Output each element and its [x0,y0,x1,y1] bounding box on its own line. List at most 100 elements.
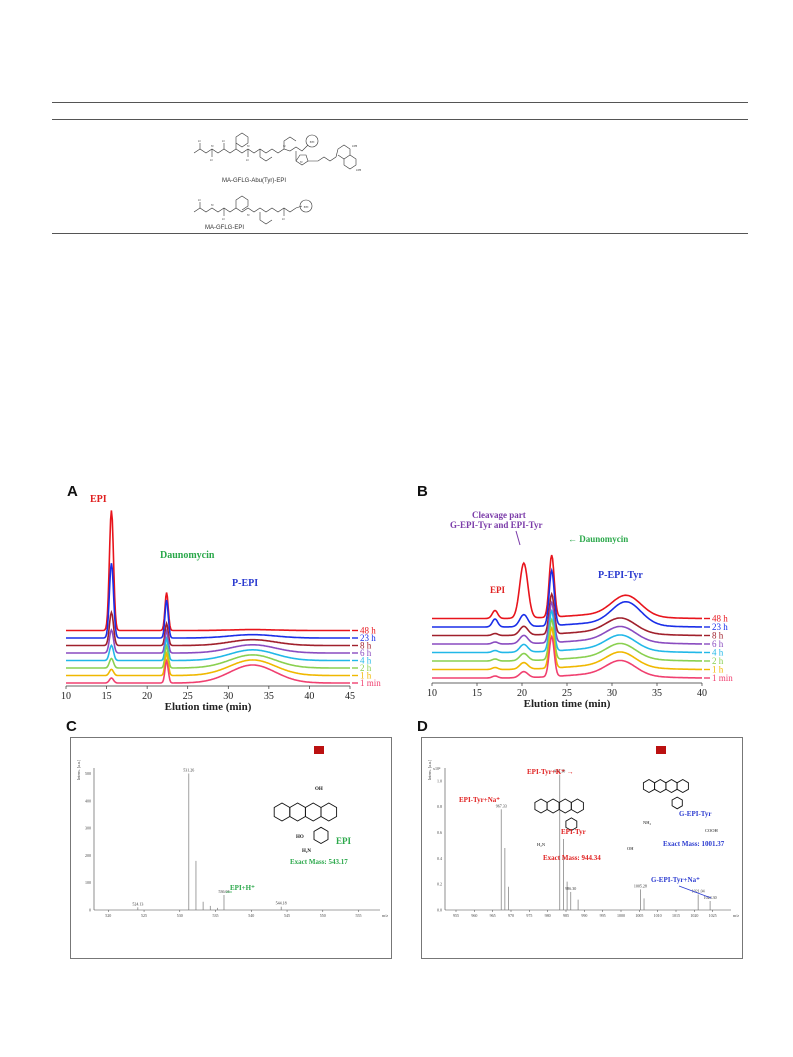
table-bottom-rule [52,233,748,234]
y-tick-label: 300 [85,826,91,831]
x-tick-label: 525 [141,913,147,918]
peak-label: 544.18 [276,901,287,906]
legend-label-6-h: 6 h [360,648,372,658]
svg-text:O: O [246,158,249,162]
struct-oh-left: OH [627,846,634,851]
struct-oh: OH [315,787,323,792]
x-tick-label: 540 [248,913,254,918]
g-epi-tyr-structure-ring-1 [642,778,656,794]
peak-label: 986.30 [565,886,576,891]
x-tick-label: 30 [607,688,617,699]
x-tick-label: 20 [142,691,152,702]
structure-name-epi: EPI [336,836,352,846]
ion-label-epi-tyr-k: EPI-Tyr+K⁺ → [527,768,574,776]
g-epi-tyr-structure-ring-2 [654,778,667,794]
x-tick-label: 520 [105,913,111,918]
epi-tyr-structure-ring-2 [546,798,560,814]
epi-structure-ring-4 [320,802,338,822]
ion-arrow-g-epi-tyr [678,885,712,899]
y-tick-label: 500 [85,771,91,776]
ion-label-g-epi-tyr-na: G-EPI-Tyr+Na⁺ [651,876,700,884]
x-tick-label: 1015 [672,913,680,918]
x-tick-label: 975 [526,913,532,918]
annotation-p-epi-tyr: P-EPI-Tyr [598,570,643,581]
exact-mass-g-epi-tyr: Exact Mass: 1001.37 [663,840,725,848]
x-tick-label: 970 [508,913,514,918]
x-tick-label: 955 [453,913,459,918]
mass-spectrum-c: Intens. [a.u.] 500 400 300 200 100 0 520 525 530 5… [76,760,388,918]
struct-h2n: H₂N [302,849,311,854]
svg-text:N: N [211,144,214,148]
trace-6-h [432,600,702,645]
x-tick-label: 980 [545,913,551,918]
x-tick-label: 45 [345,691,355,702]
y-tick-label: 0.6 [437,830,442,835]
compound-1-caption: MA-GFLG-Abu(Tyr)-EPI [222,178,287,184]
arrow-cleavage [515,530,521,546]
panel-label-a: A [67,483,78,500]
svg-text:N: N [300,160,303,164]
x-tick-label: 15 [472,688,482,699]
epi-structure-sugar-ring [313,826,329,845]
x-tick-label: 35 [264,691,274,702]
legend-label-8-h: 8 h [712,631,724,641]
legend-label-1-h: 1 h [360,671,372,681]
y-tick-label: 0.0 [437,908,442,913]
y-tick-label: 0 [89,908,91,913]
trace-1-min [432,634,702,679]
ion-label-epi-h: EPI+H⁺ [230,884,255,892]
peak-label: 1005.28 [634,883,647,888]
exact-mass-epi: Exact Mass: 543.17 [290,858,348,866]
epi-tyr-structure-ring-1 [534,798,548,814]
x-tick-label: 530 [177,913,183,918]
x-tick-label: 960 [471,913,477,918]
trace-2-h [66,643,350,669]
university-logo-d [656,746,666,754]
x-axis-unit: m/z [382,913,388,918]
annotation-daunomycin: Daunomycin [160,550,215,561]
legend-label-23-h: 23 h [360,633,376,643]
trace-23-h [432,567,702,628]
legend-label-8-h: 8 h [360,641,372,651]
x-axis-title: Elution time (min) [524,698,611,710]
epi-circle-label-2: EPI [304,205,309,209]
trace-4-h [66,635,350,662]
g-epi-tyr-structure-ring-3 [665,778,678,794]
y-tick-label: 100 [85,880,91,885]
x-tick-label: 20 [517,688,527,699]
table-top-rule [52,102,748,103]
ion-label-epi-tyr-na: EPI-Tyr+Na⁺ [459,796,500,804]
legend-label-1-min: 1 min [712,673,733,683]
trace-1-h [66,650,350,677]
trace-4-h [432,608,702,654]
x-tick-label: 1000 [617,913,625,918]
epi-structure-ring-2 [289,802,306,822]
svg-text:OH: OH [352,144,358,148]
x-tick-label: 15 [102,691,112,702]
trace-6-h [66,628,350,654]
legend-label-1-min: 1 min [360,678,381,688]
trace-2-h [432,617,702,662]
epi-tyr-structure-sugar-ring [565,817,578,832]
panel-label-d: D [417,718,428,735]
legend-label-6-h: 6 h [712,639,724,649]
x-tick-label: 555 [356,913,362,918]
y-tick-label: 1.0 [437,778,442,783]
y-axis-unit: Intens. [a.u.] [76,760,81,780]
trace-48-h [432,554,702,620]
table-header-rule [52,119,748,120]
x-tick-label: 30 [223,691,233,702]
svg-text:O: O [198,198,201,202]
epi-circle-label-1: EPI [310,140,315,144]
x-tick-label: 25 [562,688,572,699]
g-epi-tyr-structure-ring-4 [676,778,689,794]
svg-text:OH: OH [356,168,362,172]
svg-text:O: O [282,217,285,221]
legend-label-1-h: 1 h [712,665,724,675]
university-logo-c [314,746,324,754]
peak-label: 531.26 [183,767,194,772]
legend-label-2-h: 2 h [712,656,724,666]
x-tick-label: 40 [697,688,707,699]
struct-ho: HO [296,835,304,840]
annotation-p-epi: P-EPI [232,578,258,589]
